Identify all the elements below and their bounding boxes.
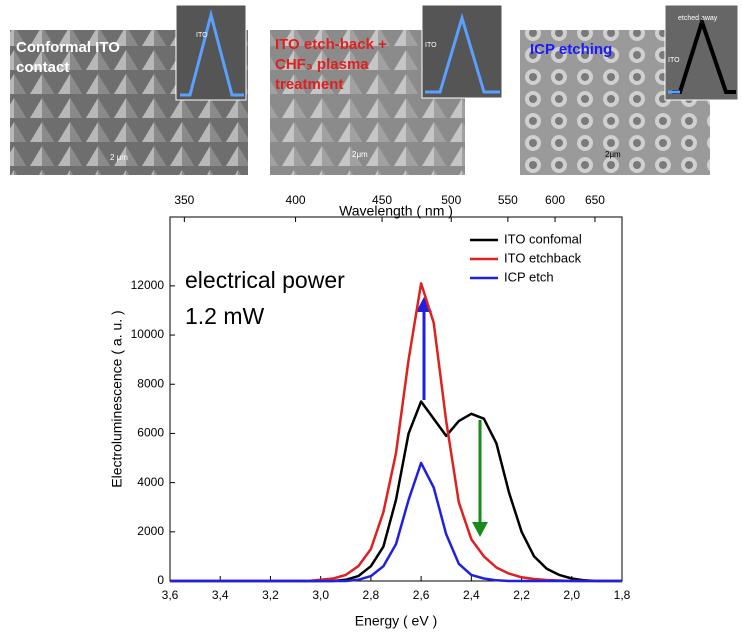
x-tick-label: 2,8 — [363, 588, 380, 602]
arrow-head — [472, 522, 488, 537]
x2-tick-label: 650 — [585, 193, 605, 207]
y-tick-label: 4000 — [137, 475, 164, 489]
scale-bar: 2μm — [605, 150, 621, 159]
inset-label: ITO — [668, 57, 680, 64]
panel-label: Conformal ITO — [16, 39, 120, 56]
y-tick-label: 8000 — [137, 376, 164, 390]
x-tick-label: 3,2 — [262, 588, 279, 602]
scale-bar: 2 μm — [110, 153, 128, 162]
y-tick-label: 0 — [157, 573, 164, 587]
x-tick-label: 1,8 — [614, 588, 631, 602]
legend-label: ICP etch — [504, 269, 554, 284]
x2-tick-label: 600 — [545, 193, 565, 207]
scale-bar: 2μm — [352, 150, 368, 159]
x-tick-label: 3,0 — [312, 588, 329, 602]
inset-label: ITO — [425, 42, 437, 49]
y-tick-label: 2000 — [137, 524, 164, 538]
x-tick-label: 2,0 — [563, 588, 580, 602]
x2-tick-label: 500 — [441, 193, 461, 207]
x-tick-label: 2,4 — [463, 588, 480, 602]
x-tick-label: 2,2 — [513, 588, 530, 602]
legend-label: ITO etchback — [504, 250, 582, 265]
panel-label: CHF₃ plasma — [275, 56, 369, 73]
x-axis-title: Energy ( eV ) — [355, 613, 437, 629]
x2-axis-title: Wavelength ( nm ) — [339, 203, 453, 219]
x2-tick-label: 350 — [174, 193, 194, 207]
x2-tick-label: 550 — [498, 193, 518, 207]
plot-frame — [169, 216, 623, 582]
annotation: electrical power — [185, 267, 345, 293]
x-tick-label: 3,4 — [212, 588, 229, 602]
legend-label: ITO confomal — [504, 231, 582, 246]
panel-label: contact — [16, 59, 69, 76]
series-line — [170, 461, 622, 583]
inset-label: etched away — [678, 15, 718, 22]
y-axis-title: Electroluminescence ( a. u. ) — [109, 310, 125, 487]
x-tick-label: 3,6 — [162, 588, 179, 602]
x2-tick-label: 400 — [286, 193, 306, 207]
y-tick-label: 6000 — [137, 426, 164, 440]
panel-label: ICP etching — [530, 41, 612, 58]
x2-tick-label: 450 — [372, 193, 392, 207]
annotation: 1.2 mW — [185, 303, 265, 329]
series-line — [170, 400, 622, 583]
y-tick-label: 12000 — [131, 278, 165, 292]
panel-label: ITO etch-back + — [275, 36, 387, 53]
x-tick-label: 2,6 — [413, 588, 430, 602]
inset-label: ITO — [196, 32, 208, 39]
y-tick-label: 10000 — [131, 327, 165, 341]
panel-label: treatment — [275, 76, 343, 93]
